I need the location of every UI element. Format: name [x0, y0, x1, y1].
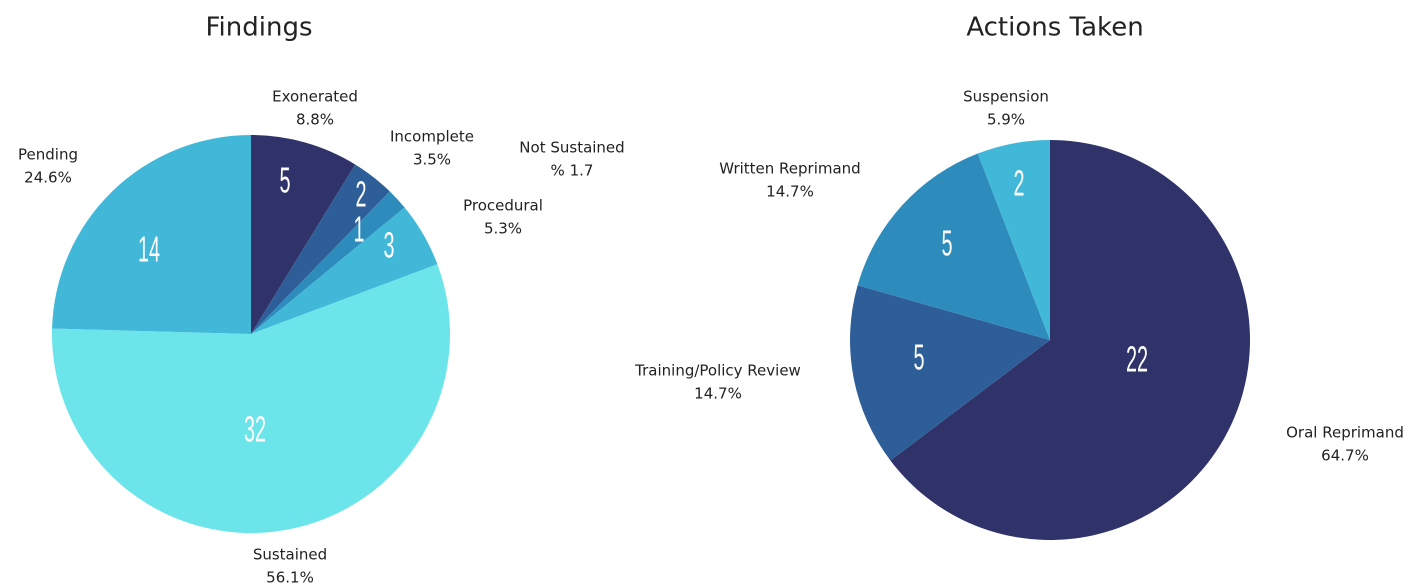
slice-percent: 14.7% — [694, 385, 742, 403]
slice-label: Procedural — [463, 197, 543, 215]
slice-value: 5 — [941, 225, 952, 265]
pie-slice — [857, 153, 1050, 340]
slice-percent: 24.6% — [24, 169, 72, 187]
slice-value: 22 — [1126, 341, 1148, 381]
pie-slice — [251, 191, 405, 334]
slice-label: Incomplete — [390, 128, 474, 146]
slice-value: 14 — [138, 231, 160, 271]
slice-label: Suspension — [963, 88, 1049, 106]
pie-slice — [251, 164, 390, 334]
slice-percent: 5.9% — [987, 111, 1025, 129]
slice-label: Exonerated — [272, 88, 358, 106]
pie-slice — [52, 135, 251, 334]
slice-value: 5 — [279, 162, 290, 202]
chart-title: Findings — [205, 13, 312, 43]
pie-slice — [251, 207, 438, 334]
slice-percent: 5.3% — [484, 220, 522, 238]
slice-percent: 8.8% — [296, 111, 334, 129]
slice-value: 32 — [244, 411, 266, 451]
pie-slice — [251, 135, 356, 334]
slice-percent: 64.7% — [1321, 447, 1369, 465]
slice-percent: 14.7% — [766, 183, 814, 201]
slice-label: Written Reprimand — [719, 160, 860, 178]
slice-label: Training/Policy Review — [634, 362, 801, 380]
slice-value: 2 — [1013, 165, 1024, 205]
slice-label: Oral Reprimand — [1286, 424, 1404, 442]
chart-title: Actions Taken — [966, 13, 1143, 43]
pie-slice — [849, 285, 1050, 461]
slice-value: 3 — [383, 227, 394, 267]
slice-label: Not Sustained — [519, 139, 624, 157]
pie-slice — [51, 264, 451, 534]
slice-value: 1 — [353, 211, 364, 251]
slice-value: 2 — [355, 176, 366, 216]
slice-percent: % 1.7 — [551, 162, 594, 180]
pie-slice — [977, 140, 1050, 340]
slice-percent: 56.1% — [266, 569, 314, 586]
slice-label: Pending — [18, 146, 78, 164]
pie-slice — [890, 140, 1250, 540]
slice-label: Sustained — [253, 546, 327, 564]
slice-value: 5 — [913, 339, 924, 379]
slice-percent: 3.5% — [413, 151, 451, 169]
